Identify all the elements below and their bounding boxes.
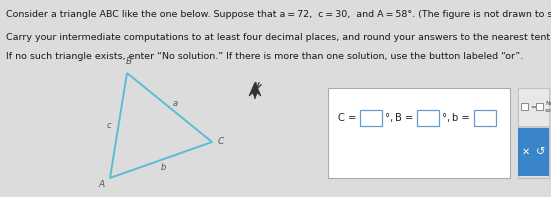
FancyBboxPatch shape	[533, 128, 549, 176]
Bar	[518, 88, 549, 178]
Bar	[518, 88, 549, 126]
Text: a: a	[173, 99, 178, 108]
Text: =: =	[530, 104, 536, 110]
Text: If no such triangle exists, enter “No solution.” If there is more than one solut: If no such triangle exists, enter “No so…	[6, 52, 523, 61]
Text: Carry your intermediate computations to at least four decimal places, and round : Carry your intermediate computations to …	[6, 33, 551, 42]
Bar	[417, 110, 439, 126]
Text: °,: °,	[442, 113, 450, 123]
Bar	[474, 110, 496, 126]
Bar	[328, 88, 510, 178]
Text: C =: C =	[338, 113, 356, 123]
Polygon shape	[249, 82, 261, 99]
Bar	[521, 103, 528, 110]
Bar	[536, 103, 543, 110]
Text: No
solution: No solution	[545, 101, 551, 112]
Text: B: B	[126, 57, 132, 66]
Bar	[360, 110, 382, 126]
Text: B =: B =	[395, 113, 413, 123]
Text: b =: b =	[452, 113, 470, 123]
Text: C: C	[218, 138, 224, 147]
Text: °,: °,	[385, 113, 393, 123]
Text: b: b	[160, 163, 166, 172]
Text: c: c	[106, 121, 111, 130]
Text: Consider a triangle ABC like the one below. Suppose that a = 72,  c = 30,  and A: Consider a triangle ABC like the one bel…	[6, 10, 551, 19]
Text: ✕: ✕	[522, 147, 530, 157]
Text: ↺: ↺	[536, 147, 545, 157]
FancyBboxPatch shape	[518, 128, 534, 176]
Text: A: A	[99, 180, 105, 189]
